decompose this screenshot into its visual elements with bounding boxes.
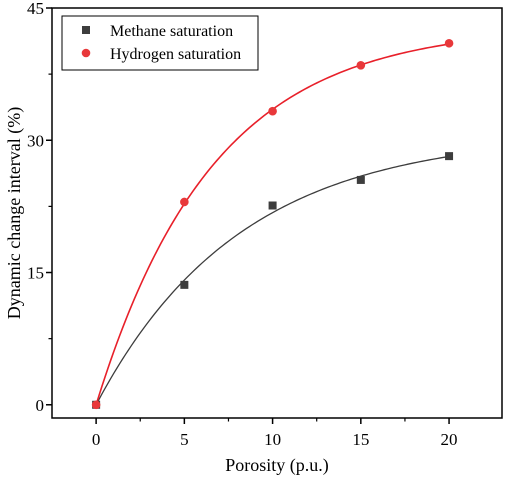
fit-curve-hydrogen	[95, 43, 450, 406]
y-tick-label: 30	[27, 131, 44, 150]
x-tick-label: 20	[441, 430, 458, 449]
legend-label-hydrogen: Hydrogen saturation	[110, 46, 241, 63]
plot-area	[91, 38, 454, 410]
data-point-hydrogen	[91, 400, 101, 410]
x-axis-title: Porosity (p.u.)	[225, 455, 329, 476]
y-tick-label: 15	[27, 264, 44, 283]
y-tick-label: 45	[27, 0, 44, 18]
fit-curve-methane	[95, 155, 450, 406]
plot-frame	[51, 7, 503, 419]
legend: Methane saturation Hydrogen saturation	[61, 15, 259, 71]
legend-marker-hydrogen	[81, 48, 91, 58]
data-point-hydrogen	[180, 197, 189, 207]
data-point-methane	[445, 152, 454, 161]
x-tick-label: 10	[264, 430, 281, 449]
x-tick-label: 5	[180, 430, 189, 449]
y-tick-label: 0	[36, 396, 45, 415]
legend-box	[61, 15, 259, 71]
legend-marker-methane	[82, 26, 90, 34]
x-axis: 0 5 10 15 20	[92, 418, 458, 449]
data-point-hydrogen	[356, 61, 366, 70]
y-axis: 0 15 30 45	[27, 0, 52, 415]
data-point-methane	[268, 201, 277, 210]
data-point-hydrogen	[444, 38, 454, 48]
y-axis-title: Dynamic change interval (%)	[4, 107, 25, 319]
legend-label-methane: Methane saturation	[110, 23, 233, 40]
data-point-hydrogen	[268, 106, 277, 116]
data-point-methane	[180, 280, 189, 289]
data-point-methane	[356, 175, 365, 184]
x-tick-label: 15	[352, 430, 369, 449]
x-tick-label: 0	[92, 430, 101, 449]
